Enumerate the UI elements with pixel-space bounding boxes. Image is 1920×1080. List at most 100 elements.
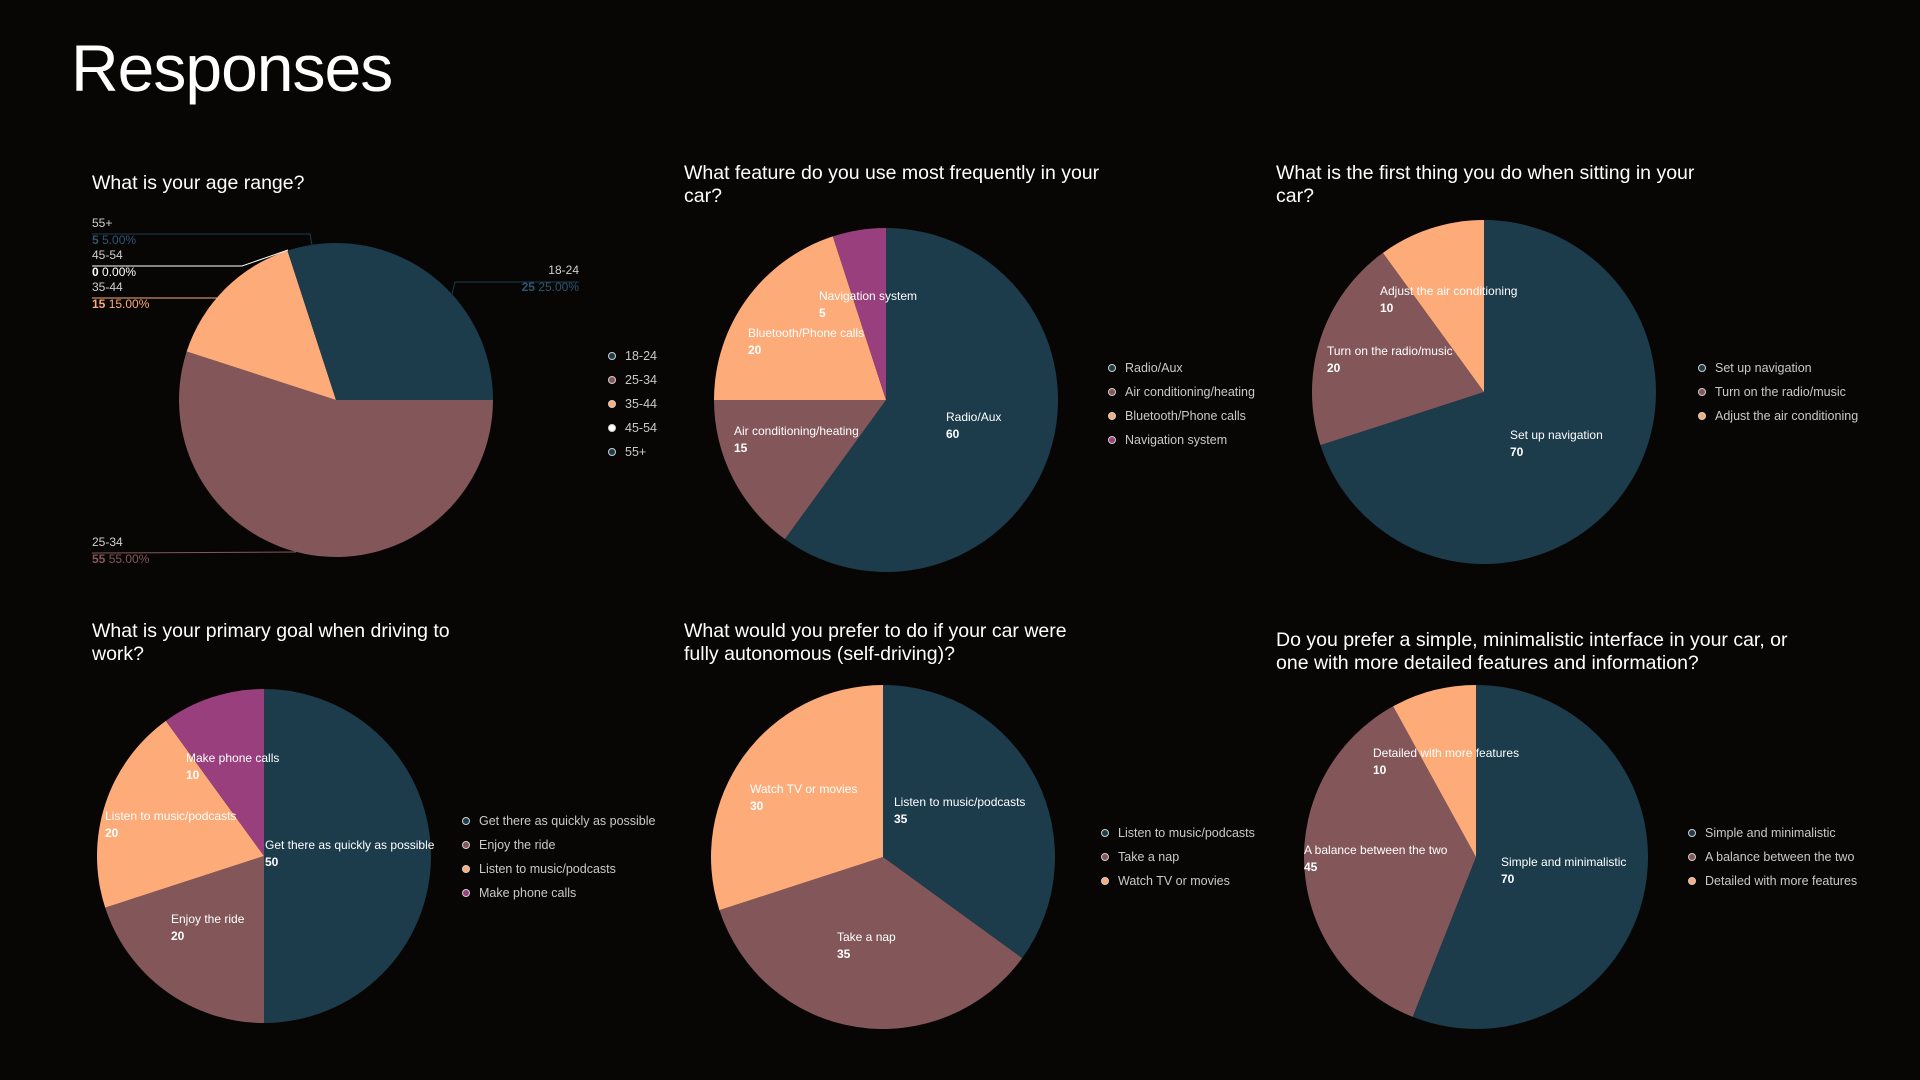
callout-value-18-24: 25 25.00% [522, 280, 580, 294]
legend-label: Enjoy the ride [479, 838, 556, 852]
slice-make-phone-calls[interactable] [165, 689, 264, 856]
legend-dot-icon [1698, 388, 1706, 396]
legend-dot-icon [462, 841, 470, 849]
legend-label: Simple and minimalistic [1705, 826, 1836, 840]
slice-radio-aux[interactable] [784, 228, 1058, 572]
slice-18-24[interactable] [336, 243, 493, 400]
legend-item-make-phone-calls[interactable]: Make phone calls [462, 881, 655, 905]
slice-turn-on-the-radio-music[interactable] [1312, 252, 1484, 446]
slice-value-set-up-navigation: 70 [1510, 445, 1524, 459]
legend-label: 25-34 [625, 373, 657, 387]
slice-value-detailed-with-more-features: 10 [1373, 763, 1387, 777]
legend-label: 45-54 [625, 421, 657, 435]
chart-title-1: What is your age range? [92, 172, 305, 194]
legend-item-18-24[interactable]: 18-24 [608, 344, 657, 368]
legend-item-watch-tv-or-movies[interactable]: Watch TV or movies [1101, 869, 1255, 893]
chart-legend-6: Simple and minimalistic A balance between… [1688, 821, 1857, 893]
slice-simple-and-minimalistic[interactable] [1412, 685, 1648, 1029]
legend-dot-icon [1101, 853, 1109, 861]
chart-legend-1: 18-24 25-34 35-44 45-54 55+ [608, 344, 657, 464]
slice-label-air-conditioning-heating: Air conditioning/heating [734, 424, 859, 438]
legend-label: Get there as quickly as possible [479, 814, 656, 828]
legend-dot-icon [1108, 412, 1116, 420]
legend-item-45-54[interactable]: 45-54 [608, 416, 657, 440]
legend-item-listen-to-music-podcasts[interactable]: Listen to music/podcasts [462, 857, 655, 881]
slice-enjoy-the-ride[interactable] [105, 856, 265, 1023]
legend-label: Bluetooth/Phone calls [1125, 409, 1246, 423]
page-title: Responses [71, 31, 393, 105]
legend-label: Detailed with more features [1705, 874, 1858, 888]
legend-label: 35-44 [625, 397, 657, 411]
legend-dot-icon [462, 889, 470, 897]
legend-item-radio-aux[interactable]: Radio/Aux [1108, 356, 1255, 380]
slice-a-balance-between-the-two[interactable] [1304, 706, 1476, 1017]
callout-line-55 [92, 233, 313, 246]
slice-label-a-balance-between-the-two: A balance between the two [1304, 843, 1448, 857]
slice-listen-to-music-podcasts[interactable] [96, 720, 264, 908]
slice-adjust-the-air-conditioning[interactable] [1382, 220, 1484, 392]
legend-item-a-balance-between-the-two[interactable]: A balance between the two [1688, 845, 1857, 869]
slice-set-up-navigation[interactable] [1320, 219, 1657, 564]
chart-title-5: What would you prefer to do if your car … [684, 620, 1067, 665]
slice-25-34[interactable] [179, 351, 494, 557]
slice-label-simple-and-minimalistic: Simple and minimalistic [1501, 855, 1626, 869]
legend-label: Navigation system [1125, 433, 1228, 447]
callout-count-25-34: 55 [92, 552, 109, 566]
slice-listen-to-music-podcasts[interactable] [883, 684, 1056, 959]
legend-item-air-conditioning-heating[interactable]: Air conditioning/heating [1108, 380, 1255, 404]
slice-label-detailed-with-more-features: Detailed with more features [1373, 746, 1519, 760]
legend-item-bluetooth-phone-calls[interactable]: Bluetooth/Phone calls [1108, 404, 1255, 428]
callout-label-45-54: 45-54 [92, 248, 123, 262]
legend-item-turn-on-the-radio-music[interactable]: Turn on the radio/music [1698, 380, 1858, 404]
slice-value-watch-tv-or-movies: 30 [750, 799, 764, 813]
slice-label-turn-on-the-radio-music: Turn on the radio/music [1327, 344, 1453, 358]
legend-item-listen-to-music-podcasts[interactable]: Listen to music/podcasts [1101, 821, 1255, 845]
legend-label: Radio/Aux [1125, 361, 1183, 375]
legend-item-take-a-nap[interactable]: Take a nap [1101, 845, 1255, 869]
slice-navigation-system[interactable] [832, 228, 886, 400]
legend-label: 55+ [625, 445, 647, 459]
pie-chart-6: Simple and minimalistic 70 A balance betwe… [1304, 685, 1648, 1029]
legend-dot-icon [1108, 436, 1116, 444]
slice-bluetooth-phone-calls[interactable] [713, 236, 886, 400]
slice-value-bluetooth-phone-calls: 20 [748, 343, 762, 357]
legend-item-adjust-the-air-conditioning[interactable]: Adjust the air conditioning [1698, 404, 1858, 428]
chart-legend-3: Set up navigation Turn on the radio/music… [1698, 356, 1858, 428]
slice-label-bluetooth-phone-calls: Bluetooth/Phone calls [748, 326, 864, 340]
slice-55[interactable] [287, 243, 336, 400]
slice-air-conditioning-heating[interactable] [714, 400, 886, 540]
legend-item-simple-and-minimalistic[interactable]: Simple and minimalistic [1688, 821, 1857, 845]
legend-dot-icon [608, 352, 616, 360]
legend-item-35-44[interactable]: 35-44 [608, 392, 657, 416]
pie-chart-4: Get there as quickly as possible 50 Enjoy … [96, 689, 435, 1023]
slice-value-listen-to-music-podcasts: 20 [105, 826, 119, 840]
slice-detailed-with-more-features[interactable] [1393, 685, 1476, 857]
legend-item-navigation-system[interactable]: Navigation system [1108, 428, 1255, 452]
slice-value-listen-to-music-podcasts: 35 [894, 812, 908, 826]
slice-label-take-a-nap: Take a nap [837, 930, 896, 944]
legend-label: Adjust the air conditioning [1715, 409, 1859, 423]
legend-item-detailed-with-more-features[interactable]: Detailed with more features [1688, 869, 1857, 893]
legend-dot-icon [608, 424, 616, 432]
slice-take-a-nap[interactable] [719, 857, 1023, 1030]
slice-value-get-there-as-quickly-as-possible: 50 [265, 855, 279, 869]
legend-item-55[interactable]: 55+ [608, 440, 657, 464]
legend-item-25-34[interactable]: 25-34 [608, 368, 657, 392]
legend-dot-icon [608, 376, 616, 384]
legend-dot-icon [462, 865, 470, 873]
callout-percent-55: 5.00% [102, 233, 136, 247]
callout-percent-18-24: 25.00% [538, 280, 579, 294]
legend-item-set-up-navigation[interactable]: Set up navigation [1698, 356, 1858, 380]
pie-chart-3: Set up navigation 70 Turn on the radio/mus… [1312, 219, 1657, 564]
slice-watch-tv-or-movies[interactable] [711, 685, 883, 911]
legend-label: Make phone calls [479, 886, 577, 900]
legend-item-get-there-as-quickly-as-possible[interactable]: Get there as quickly as possible [462, 809, 655, 833]
slice-value-enjoy-the-ride: 20 [171, 929, 185, 943]
callout-label-35-44: 35-44 [92, 280, 123, 294]
slice-35-44[interactable] [186, 250, 336, 400]
slice-label-watch-tv-or-movies: Watch TV or movies [750, 782, 857, 796]
slice-get-there-as-quickly-as-possible[interactable] [264, 689, 431, 1023]
slice-value-simple-and-minimalistic: 70 [1501, 872, 1515, 886]
legend-item-enjoy-the-ride[interactable]: Enjoy the ride [462, 833, 655, 857]
